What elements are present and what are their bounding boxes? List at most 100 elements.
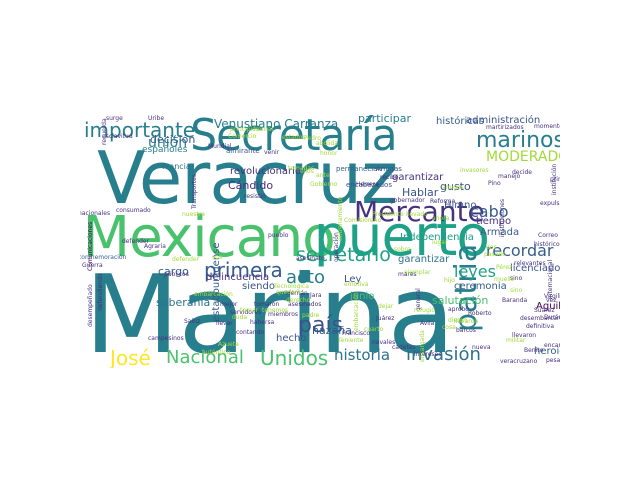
cloud-word: principios [230,126,259,133]
cloud-word: pasado [484,251,506,258]
cloud-word: garantizar [392,172,444,183]
cloud-word: tomaron [254,301,280,308]
cloud-word: derecho [286,297,311,304]
cloud-word: Cándido [228,179,274,192]
cloud-word: histórico [534,241,560,248]
cloud-word: históricas [436,116,485,127]
cloud-word: decisión [150,133,196,146]
cloud-word: acto [286,267,325,288]
cloud-word: hazaña [312,324,352,337]
cloud-word: Correo [538,232,558,239]
cloud-word: pueblo [268,232,289,239]
cloud-word: refugió [414,307,436,314]
cloud-word: Himno [444,200,477,211]
cloud-word: navales [372,339,396,346]
cloud-word: nuestra [182,211,205,218]
cloud-word: Azueta [218,341,239,348]
cloud-word: padre [302,312,320,319]
cloud-word: Venustiano Carranza [214,117,339,131]
cloud-word: cuarto [364,326,384,333]
cloud-word: Nacional [166,347,244,368]
cloud-word: embarcación [194,291,233,298]
cloud-word: asesinados [288,301,322,308]
cloud-word: Marina [84,253,455,369]
cloud-word: sus [212,254,223,261]
cloud-word: tomadas [288,165,315,172]
cloud-word: permanecían [336,165,382,173]
cloud-word: Hernán [286,290,308,297]
cloud-word: Presidente [372,211,404,218]
cloud-word: surge [106,115,123,122]
cloud-word: duda [232,314,248,321]
cloud-word: contando [236,329,265,336]
cloud-word: Secretaría [190,112,397,161]
cloud-word: nueva [472,344,491,351]
cloud-word: invasores [460,167,489,174]
cloud-word: defender [172,256,200,263]
cloud-word: gobernador [390,197,425,204]
cloud-word: emotiva [344,281,369,288]
cloud-word: manejo [498,173,521,180]
cloud-word: honor [320,150,338,157]
cloud-word: relevantes [514,260,546,267]
cloud-word: campesinos [148,335,184,342]
cloud-word: encargó [544,342,560,349]
cloud-word: Pedro [304,135,321,142]
cloud-word: ejemplar [404,269,431,276]
cloud-word: cosa [442,324,456,331]
cloud-word: militar [506,337,526,344]
cloud-word: Virgilio [544,293,560,300]
cloud-word: honrar [254,126,274,133]
cloud-word: encabezados [346,181,392,189]
cloud-word: veracruzano [500,358,538,365]
cloud-word: gusto [440,180,471,193]
cloud-word: intereses [414,351,442,358]
cloud-word: españoles [142,145,188,155]
cloud-word: Mercante [354,195,485,228]
cloud-word: Durán [544,314,560,321]
cloud-word: dejar [378,303,394,310]
cloud-word: dieron [448,317,467,324]
cloud-word: embarcación [353,292,360,331]
cloud-word: auténtico [202,349,231,356]
cloud-word: Juárez [376,315,395,322]
cloud-word: mares [398,271,417,278]
cloud-word: Francia [162,162,191,171]
cloud-word: institución [551,164,558,196]
cloud-word: defender [122,238,150,245]
cloud-word: Pérez [496,264,513,271]
cloud-word: Sainz [184,318,201,325]
cloud-word: año [370,217,382,224]
cloud-word: Comisión [344,217,372,224]
cloud-word: leyes [454,262,496,281]
cloud-word: importante [84,118,196,142]
cloud-word: sino [510,287,523,294]
cloud-word: internacional [547,260,554,300]
cloud-word: MODERADORA [486,149,560,165]
cloud-word: Mundial [208,143,232,150]
cloud-word: país [298,313,344,338]
cloud-word: delincuencia [206,272,270,283]
cloud-word: primera [204,258,283,282]
cloud-word: marinos [476,128,560,153]
cloud-word: servidores [230,309,262,316]
cloud-word: Tecnológica [274,283,309,290]
cloud-word: esclavitud [102,133,133,140]
cloud-word: expulsar [540,200,560,207]
cloud-word: Aguilar [536,301,560,312]
cloud-word: Teniente [338,337,364,344]
cloud-word: recordar [486,241,554,260]
cloud-word: venir [264,149,280,156]
cloud-word: heroicos [534,346,560,357]
cloud-word: Jara [310,292,322,299]
cloud-word: Ley [344,274,362,285]
cloud-word: Amigas [376,165,402,173]
cloud-word: Herrera [356,181,379,188]
cloud-word: historia [334,346,391,364]
cloud-word: Ávila [420,320,435,327]
cloud-word: garantizar [398,254,450,265]
cloud-word: siendo [242,281,275,292]
cloud-word: barcos [456,327,476,334]
cloud-word: habersa [250,319,275,326]
cloud-word: desempeñado [87,284,94,327]
